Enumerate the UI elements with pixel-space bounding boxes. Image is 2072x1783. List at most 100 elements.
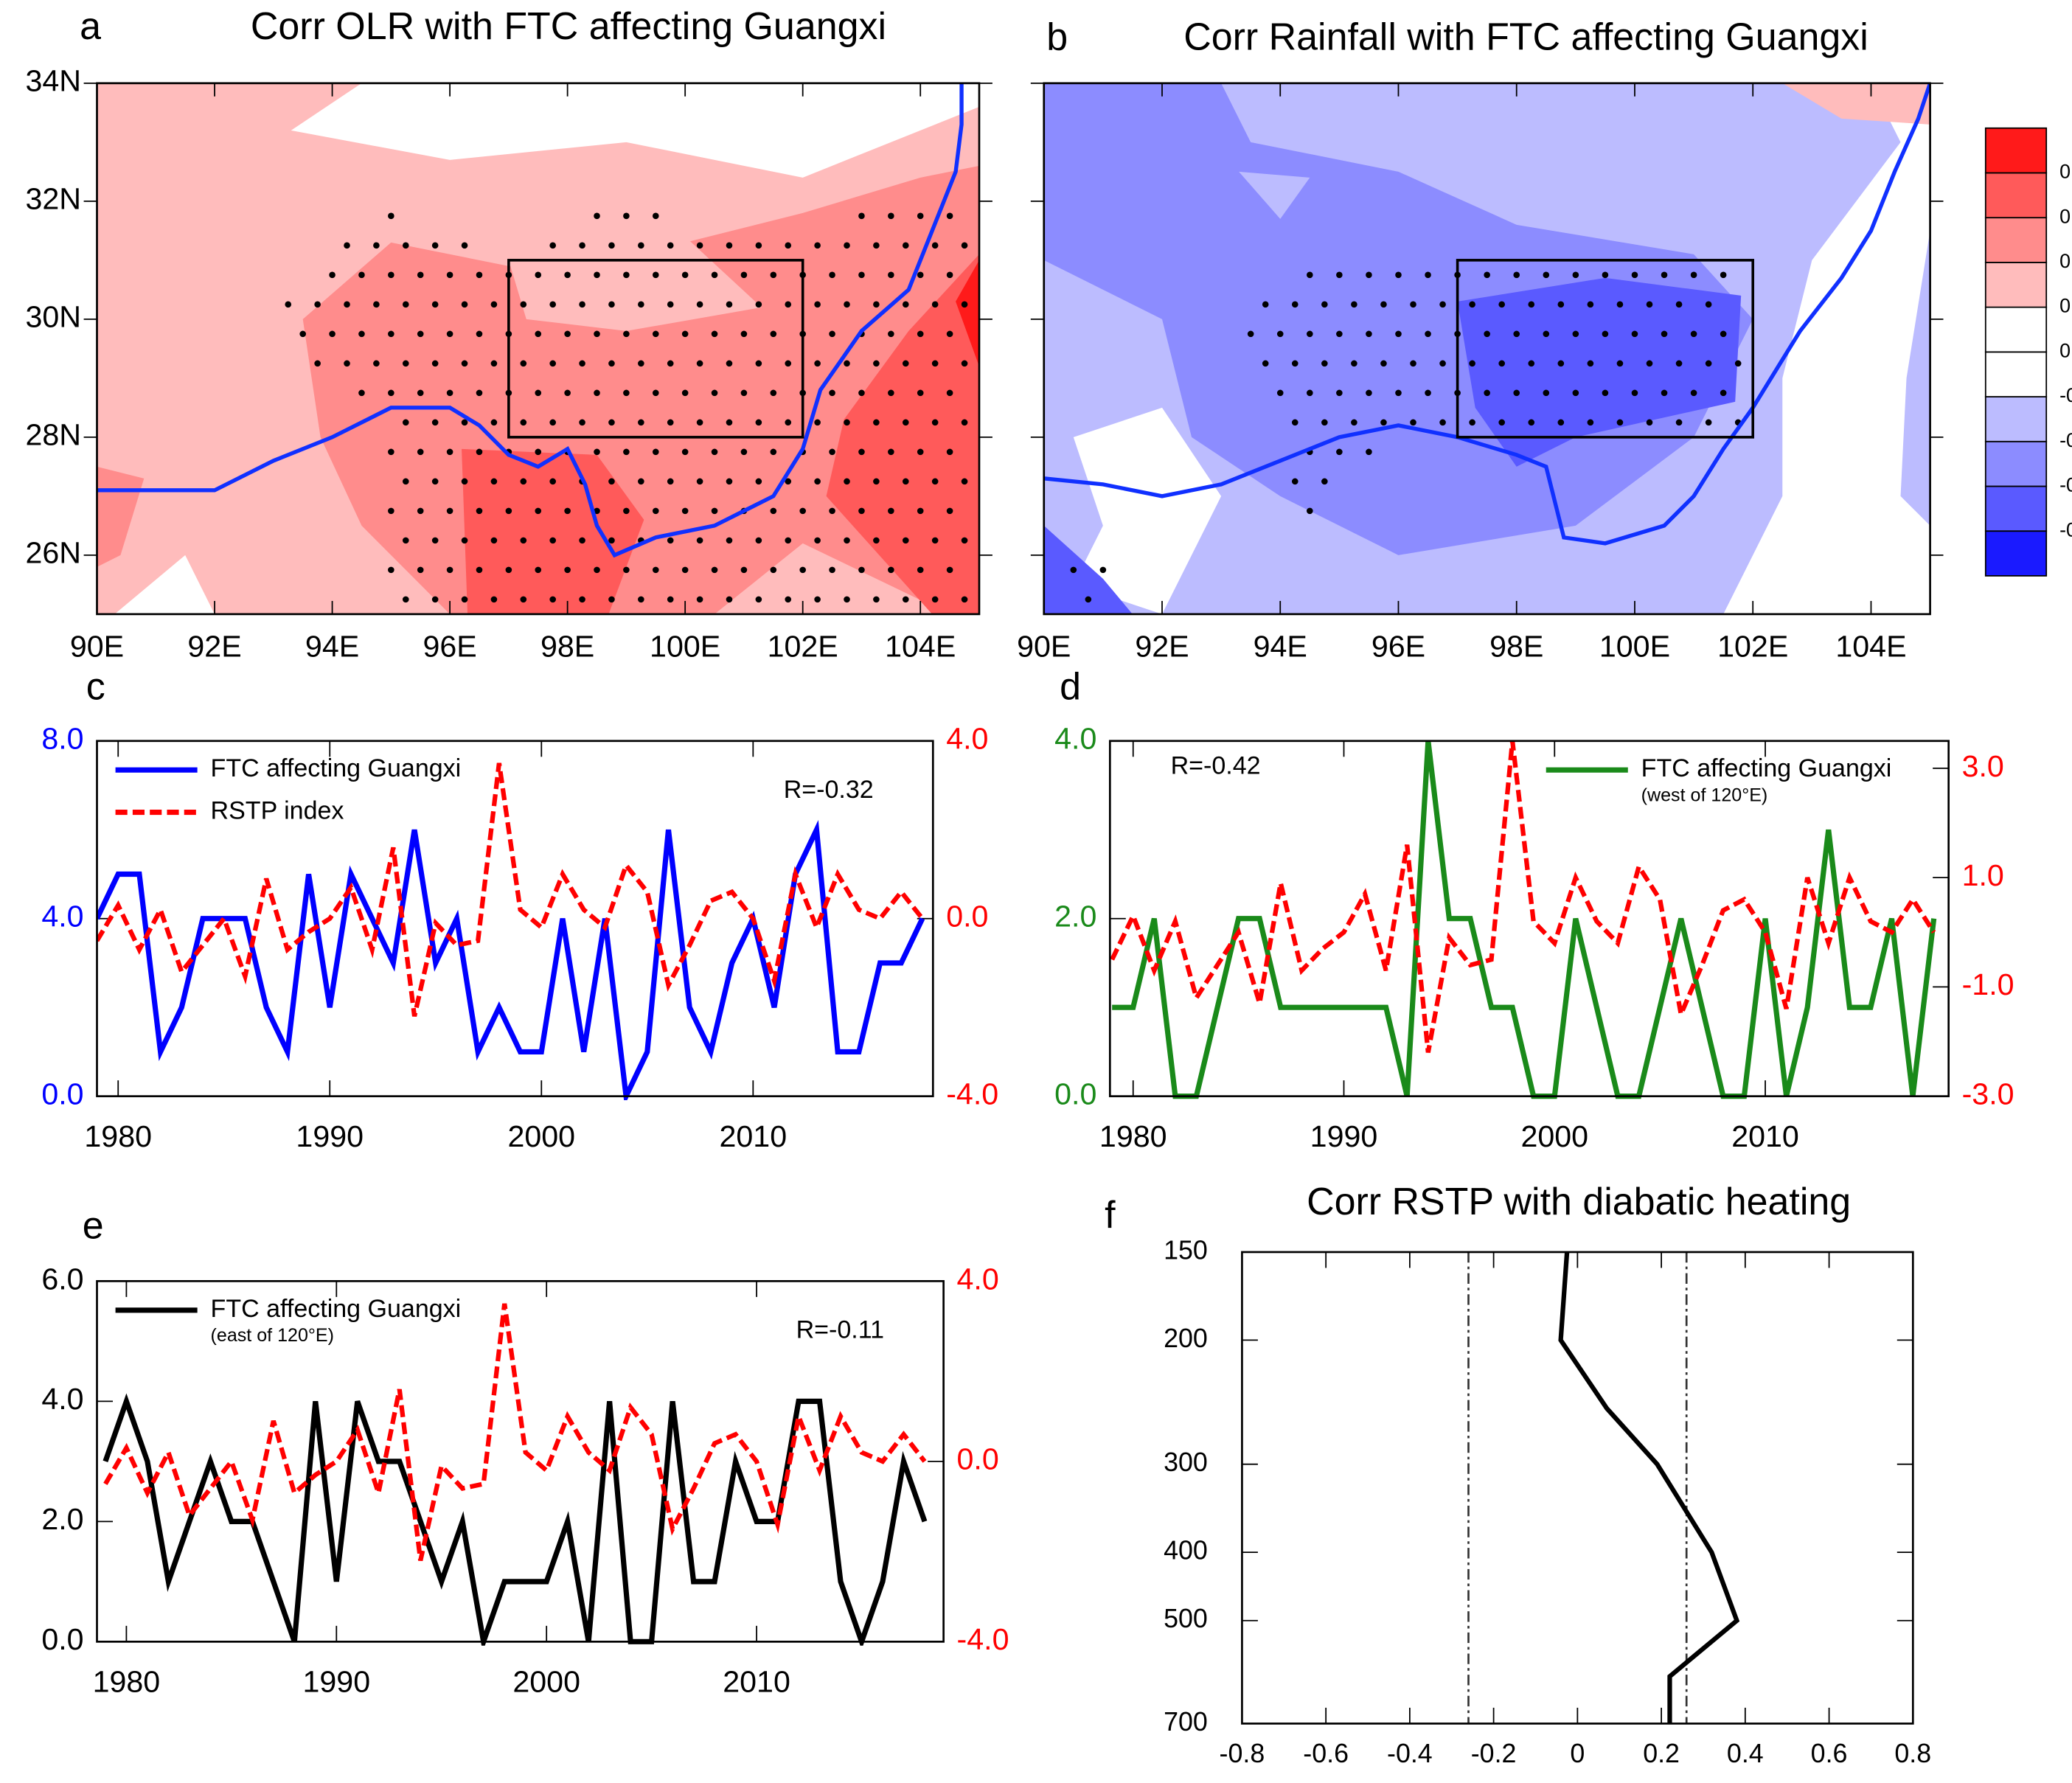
- stipple-dot: [844, 242, 850, 249]
- stipple-dot: [726, 478, 733, 485]
- stipple-dot: [446, 330, 453, 338]
- colorbar-box: [1984, 440, 2048, 487]
- stipple-dot: [711, 448, 718, 456]
- stipple-dot: [711, 271, 718, 279]
- stipple-dot: [314, 301, 321, 308]
- stipple-dot: [785, 478, 792, 485]
- stipple-dot: [549, 537, 556, 544]
- x-tick-label: 90E: [70, 629, 124, 663]
- stipple-dot: [594, 507, 600, 515]
- stipple-dot: [755, 537, 762, 544]
- stipple-dot: [755, 478, 762, 485]
- stipple-dot: [858, 507, 865, 515]
- stipple-dot: [1291, 301, 1299, 308]
- y-tick-label: 200: [1164, 1324, 1208, 1353]
- stipple-dot: [1557, 419, 1565, 426]
- stipple-dot: [873, 242, 880, 249]
- contour-fill: [715, 543, 950, 614]
- stipple-dot: [623, 389, 630, 397]
- stipple-dot: [373, 242, 380, 249]
- stipple-dot: [829, 507, 835, 515]
- colorbar-label: 0.2: [2059, 250, 2072, 272]
- stipple-dot: [814, 360, 821, 367]
- stipple-dot: [608, 242, 615, 249]
- map-frame: [96, 82, 981, 616]
- series-line: [97, 820, 925, 1100]
- stipple-dot: [388, 448, 394, 456]
- y-tick-label: 0.0: [41, 1622, 83, 1656]
- x-tick-label: -0.6: [1303, 1739, 1349, 1768]
- stipple-dot: [638, 360, 644, 367]
- stipple-dot: [417, 389, 424, 397]
- stipple-dot: [373, 360, 380, 367]
- map-area: [1043, 83, 1930, 614]
- stipple-dot: [461, 478, 468, 485]
- stipple-dot: [667, 242, 674, 249]
- stipple-dot: [1276, 330, 1284, 338]
- stipple-dot: [417, 330, 424, 338]
- stipple-dot: [917, 330, 924, 338]
- stipple-dot: [946, 507, 953, 515]
- chart-title: Corr Rainfall with FTC affecting Guangxi: [1183, 15, 1868, 58]
- y-tick-label: 400: [1164, 1536, 1208, 1565]
- region-box: [1456, 259, 1755, 439]
- stipple-dot: [388, 212, 394, 220]
- stipple-dot: [549, 596, 556, 603]
- stipple-dot: [623, 330, 630, 338]
- legend-note: (east of 120°E): [211, 1325, 334, 1346]
- stipple-dot: [711, 389, 718, 397]
- stipple-dot: [1675, 419, 1683, 426]
- stipple-dot: [1306, 271, 1313, 279]
- stipple-dot: [1602, 271, 1609, 279]
- stipple-dot: [873, 301, 880, 308]
- x-tick-label: 94E: [1254, 629, 1307, 663]
- stipple-dot: [1587, 301, 1594, 308]
- stipple-dot: [564, 566, 571, 574]
- stipple-dot: [1410, 301, 1416, 308]
- stipple-dot: [1425, 389, 1431, 397]
- stipple-dot: [1572, 330, 1579, 338]
- contour-fill: [956, 260, 979, 366]
- stipple-dot: [1395, 271, 1402, 279]
- colorbar-box: [1984, 530, 2048, 577]
- stipple-dot: [696, 419, 703, 426]
- stipple-dot: [696, 596, 703, 603]
- y2-tick-label: 0.0: [946, 900, 988, 934]
- stipple-dot: [579, 596, 585, 603]
- stipple-dot: [888, 389, 894, 397]
- contour-fill: [1239, 171, 1310, 219]
- stipple-dot: [667, 301, 674, 308]
- stipple-dot: [549, 301, 556, 308]
- stipple-dot: [1351, 301, 1357, 308]
- legend-label: RSTP index: [211, 797, 344, 825]
- stipple-dot: [623, 566, 630, 574]
- plot-area: [1110, 740, 1937, 1099]
- x-tick-label: 1990: [1310, 1119, 1378, 1153]
- y2-tick-label: 0.0: [957, 1442, 999, 1476]
- stipple-dot: [1734, 360, 1742, 367]
- stipple-dot: [373, 301, 380, 308]
- profile-line: [1558, 1251, 1740, 1724]
- y2-tick-label: -1.0: [1962, 967, 2014, 1001]
- stipple-dot: [594, 212, 600, 220]
- stipple-dot: [402, 596, 409, 603]
- contour-fill: [1782, 83, 1930, 125]
- stipple-dot: [814, 537, 821, 544]
- stipple-dot: [726, 360, 733, 367]
- contour-fill: [1043, 525, 1133, 614]
- y-tick-label: 4.0: [1054, 722, 1096, 756]
- stipple-dot: [623, 448, 630, 456]
- stipple-dot: [1675, 360, 1683, 367]
- annotation: R=-0.11: [796, 1315, 884, 1344]
- stipple-dot: [873, 596, 880, 603]
- stipple-dot: [844, 478, 850, 485]
- stipple-dot: [1661, 271, 1668, 279]
- x-tick-label: 1980: [93, 1665, 161, 1699]
- stipple-dot: [1439, 301, 1446, 308]
- stipple-dot: [535, 389, 542, 397]
- x-tick-label: -0.4: [1387, 1739, 1433, 1768]
- stipple-dot: [594, 566, 600, 574]
- stipple-dot: [917, 448, 924, 456]
- x-tick-label: 0: [1570, 1739, 1585, 1768]
